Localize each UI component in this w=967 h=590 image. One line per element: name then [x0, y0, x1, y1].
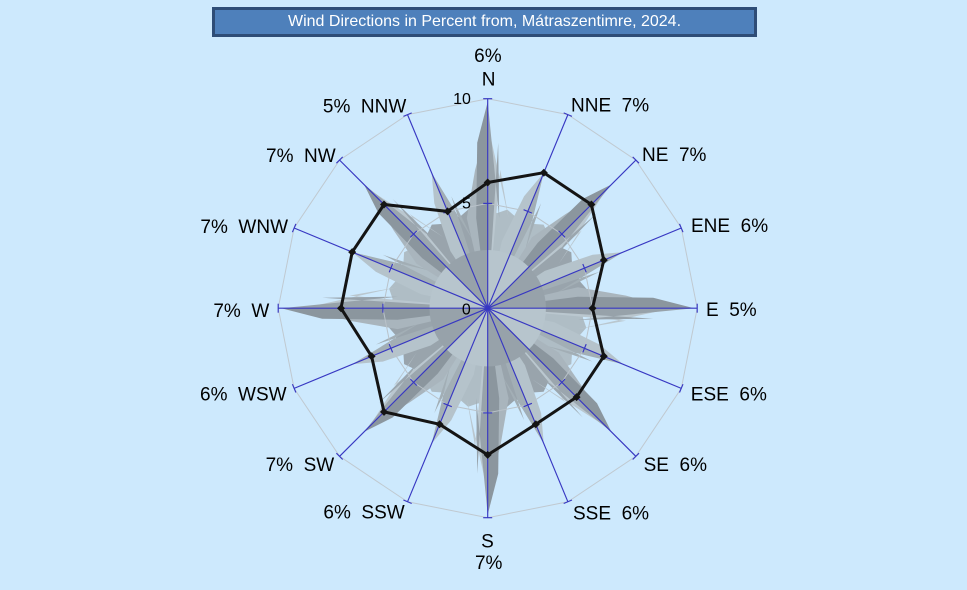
svg-text:ESE 6%: ESE 6% [691, 385, 767, 406]
svg-text:SE 6%: SE 6% [644, 455, 707, 476]
svg-text:S: S [481, 532, 494, 553]
svg-text:N: N [482, 70, 496, 91]
svg-text:6% WSW: 6% WSW [200, 385, 287, 406]
svg-text:7% WNW: 7% WNW [200, 217, 288, 238]
svg-text:10: 10 [453, 91, 471, 108]
svg-text:6% SSW: 6% SSW [323, 503, 404, 524]
svg-text:SSE 6%: SSE 6% [573, 504, 649, 525]
svg-text:E 5%: E 5% [706, 300, 757, 321]
svg-text:NNE 7%: NNE 7% [571, 96, 649, 117]
svg-text:6%: 6% [474, 46, 502, 67]
svg-text:NE 7%: NE 7% [642, 145, 707, 166]
svg-text:5% NNW: 5% NNW [323, 97, 406, 118]
svg-text:0: 0 [462, 302, 471, 319]
svg-text:7%: 7% [475, 553, 503, 574]
svg-text:7% NW: 7% NW [266, 146, 336, 167]
svg-text:ENE 6%: ENE 6% [691, 216, 768, 237]
svg-text:7% W: 7% W [213, 301, 269, 322]
svg-text:7% SW: 7% SW [266, 455, 335, 476]
svg-text:5: 5 [462, 196, 471, 213]
